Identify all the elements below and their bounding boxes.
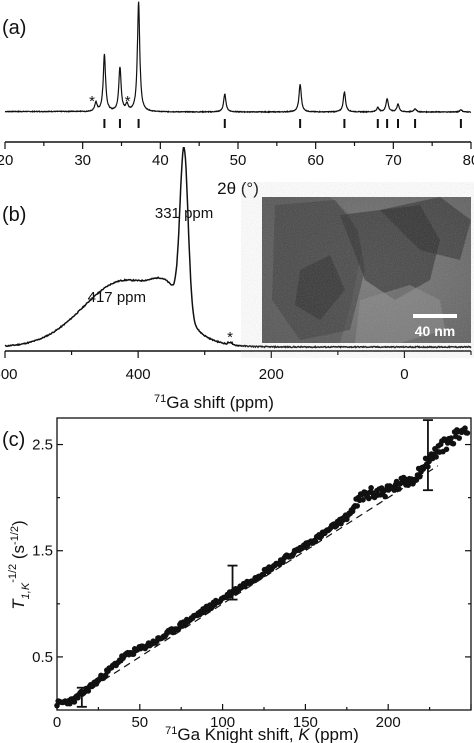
x-tick-label: 0	[400, 366, 408, 383]
data-point	[417, 473, 423, 480]
x-ticks: 20 30 40 50 60 70 80	[0, 142, 474, 169]
x-tick-label: 150	[293, 714, 318, 731]
data-point	[402, 476, 408, 482]
data-point	[448, 435, 454, 441]
x-tick-label: 600	[0, 366, 18, 383]
tem-inset-image: 40 nm	[262, 197, 471, 343]
data-point	[443, 446, 450, 453]
y-tick-label: 2.5	[32, 437, 53, 454]
data-point	[67, 700, 73, 707]
xrd-pattern-line	[4, 1, 472, 114]
y-tick-label: 1.5	[32, 543, 53, 560]
y-axis-label: T1,K-1/2 (s-1/2)	[7, 520, 32, 609]
x-ticks: 0 50 100 150 200	[53, 704, 472, 731]
scale-bar	[413, 314, 457, 318]
data-point	[433, 454, 439, 460]
nmr-spectrum-line	[4, 146, 472, 349]
data-point	[260, 571, 267, 578]
data-point	[360, 497, 366, 503]
x-axis-label: 71Ga Knight shift, K (ppm)	[165, 725, 359, 743]
x-tick-label: 60	[307, 152, 324, 169]
data-point	[280, 559, 286, 566]
spinning-sideband-marker: *	[227, 329, 233, 346]
x-tick-label: 70	[385, 152, 402, 169]
peak-annotations: * *	[89, 93, 131, 110]
data-point	[85, 688, 92, 694]
panel-a-label: (a)	[2, 17, 26, 39]
x-tick-label: 80	[463, 152, 474, 169]
data-point	[368, 485, 374, 491]
x-tick-label: 200	[376, 714, 401, 731]
data-point	[456, 435, 463, 441]
x-tick-label: 20	[0, 152, 13, 169]
x-tick-label: 50	[131, 714, 148, 731]
panel-a: (a) ** 20304050607080 2θ (°)	[0, 1, 474, 198]
impurity-marker: *	[89, 93, 95, 110]
panel-b-label: (b)	[2, 204, 26, 226]
panel-c: (c) 0 50 100 150 200 0.5 1.5 2.5 71Ga Knight s…	[2, 417, 472, 743]
panel-c-label: (c)	[2, 429, 25, 451]
x-tick-label: 0	[53, 714, 61, 731]
x-axis-label: 2θ (°)	[217, 179, 259, 198]
reference-ticks	[103, 119, 462, 128]
x-tick-label: 100	[210, 714, 235, 731]
x-tick-label: 30	[74, 152, 91, 169]
data-point	[312, 538, 319, 544]
data-point	[396, 486, 402, 492]
peak-label: 331 ppm	[155, 205, 213, 222]
y-tick-label: 0.5	[32, 649, 53, 666]
data-point	[450, 440, 457, 447]
plot-frame	[56, 417, 472, 711]
data-point	[464, 430, 471, 436]
data-point	[366, 495, 372, 502]
x-ticks: 600 400 200 0	[0, 351, 472, 383]
impurity-marker: *	[125, 93, 131, 110]
error-bars	[76, 419, 433, 708]
data-point	[382, 493, 388, 500]
scatter-points	[54, 425, 471, 709]
data-point	[71, 699, 78, 705]
x-tick-label: 400	[126, 366, 151, 383]
panel-b: (b) 417 ppm 331 ppm * 600 400 200 0 71Ga shif…	[0, 146, 472, 412]
spectrum-annotations: 417 ppm 331 ppm *	[88, 205, 233, 346]
scale-bar-label: 40 nm	[415, 323, 455, 339]
y-ticks: 0.5 1.5 2.5	[32, 437, 471, 666]
data-point	[462, 425, 468, 432]
peak-label: 417 ppm	[88, 289, 146, 306]
x-tick-label: 200	[259, 366, 284, 383]
x-axis-label: 71Ga shift (ppm)	[154, 393, 274, 412]
x-tick-label: 40	[152, 152, 169, 169]
x-tick-label: 50	[230, 152, 247, 169]
data-point	[354, 503, 361, 509]
